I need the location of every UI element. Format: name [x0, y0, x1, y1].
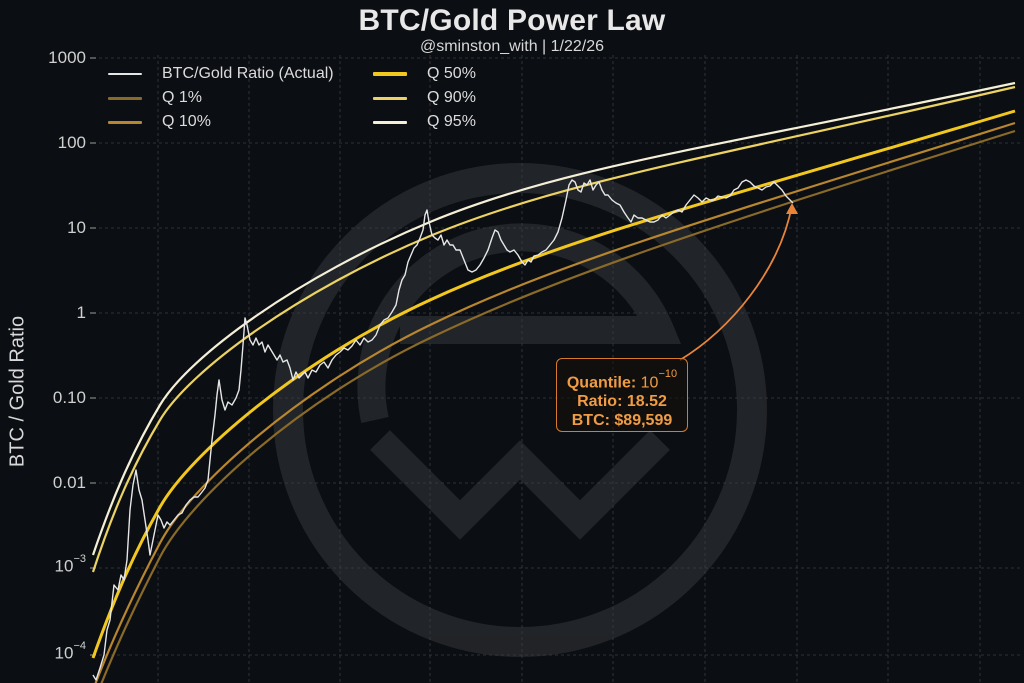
ytick-1: 1	[76, 303, 86, 322]
ytick-1e-4: 10−4	[54, 640, 86, 663]
q1-curve	[100, 129, 1016, 683]
ytick-0-10: 0.10	[52, 388, 86, 407]
legend-item-q95: Q 95%	[373, 112, 476, 132]
legend-swatch	[373, 72, 407, 76]
callout-btc-price: BTC: $89,599	[571, 412, 673, 430]
btc-gold-actual-line	[92, 179, 794, 681]
ytick-1000: 1000	[48, 48, 86, 67]
ytick-1e-3: 10−3	[54, 553, 86, 576]
legend-swatch	[108, 96, 142, 100]
q90-curve	[91, 85, 1016, 573]
y-axis-label: BTC / Gold Ratio	[6, 315, 29, 468]
q10-curve	[94, 121, 1016, 683]
legend-swatch	[108, 73, 142, 75]
callout-arrow	[679, 204, 793, 361]
legend-item-q90: Q 90%	[373, 88, 476, 108]
ytick-100: 100	[57, 133, 86, 152]
ytick-10: 10	[67, 218, 86, 237]
legend-item-actual: BTC/Gold Ratio (Actual)	[108, 64, 334, 84]
current-value-callout: Quantile: 10−10 Ratio: 18.52 BTC: $89,59…	[556, 358, 688, 432]
legend-swatch	[373, 96, 407, 100]
chart-title: BTC/Gold Power Law	[358, 4, 666, 37]
legend-item-q1: Q 1%	[108, 88, 202, 108]
chart-subtitle: @sminston_with | 1/22/26	[419, 38, 605, 55]
legend-swatch	[373, 120, 407, 124]
ytick-0-01: 0.01	[52, 473, 86, 492]
grid	[93, 55, 1022, 683]
legend-swatch	[108, 120, 142, 124]
legend-item-q10: Q 10%	[108, 112, 211, 132]
watermark-logo-icon	[273, 163, 767, 657]
callout-ratio: Ratio: 18.52	[577, 393, 667, 411]
q95-curve	[91, 81, 1016, 556]
legend-item-q50: Q 50%	[373, 64, 476, 84]
arrow-head-icon	[786, 203, 798, 214]
callout-quantile: Quantile: 10−10	[566, 368, 678, 392]
